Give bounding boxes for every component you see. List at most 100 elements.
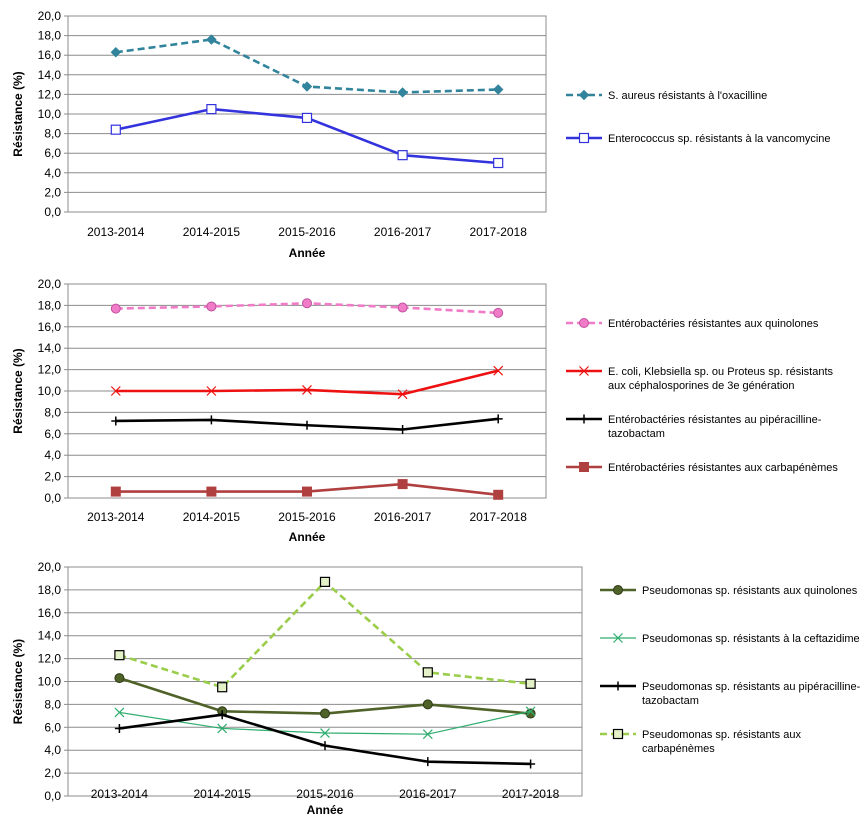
legend-label: aux céphalosporines de 3e génération xyxy=(608,380,795,392)
data-point xyxy=(301,81,313,92)
data-point xyxy=(110,486,121,497)
data-point xyxy=(110,124,121,135)
data-point xyxy=(493,489,504,500)
data-point xyxy=(422,699,433,710)
legend-label: Entérobactéries résistantes aux quinolon… xyxy=(608,318,819,330)
chart-3: 0,0 2,0 4,0 6,0 8,0 10,0 12,0 14,0 16,0 18,0 20,0 2… xyxy=(11,560,861,817)
data-point xyxy=(525,706,536,717)
legend-entry-1: Entérobactéries résistantes aux quinolon… xyxy=(566,318,819,330)
legend-swatch-marker xyxy=(579,462,589,472)
y-tick-label: 14,0 xyxy=(38,68,62,82)
legend-label: Enterococcus sp. résistants à la vancomy… xyxy=(608,133,831,145)
x-tick-label: 2017-2018 xyxy=(470,510,528,524)
data-point xyxy=(422,729,433,740)
y-axis-title: Résistance (%) xyxy=(11,639,25,724)
y-tick-label: 12,0 xyxy=(38,363,62,377)
y-tick-label: 6,0 xyxy=(44,146,61,160)
data-point xyxy=(110,386,121,396)
y-tick-label: 18,0 xyxy=(38,298,62,312)
y-tick-label: 4,0 xyxy=(44,448,61,462)
x-tick-label: 2015-2016 xyxy=(296,787,354,801)
data-point xyxy=(397,150,408,161)
legend-entry-4: Entérobactéries résistantes aux carbapén… xyxy=(566,462,838,474)
x-tick-label: 2014-2015 xyxy=(183,510,241,524)
x-tick-label: 2016-2017 xyxy=(399,787,457,801)
legend-entry-3: Entérobactéries résistantes au pipéracil… xyxy=(566,414,822,440)
data-point xyxy=(114,723,124,733)
data-point xyxy=(302,486,312,497)
legend-label: tazobactam xyxy=(642,695,699,707)
x-tick-label: 2017-2018 xyxy=(470,225,528,239)
data-point xyxy=(111,416,121,426)
data-point xyxy=(397,302,408,313)
legend-entry-1: S. aureus résistants à l'oxacilline xyxy=(566,89,767,102)
series-4 xyxy=(114,576,536,693)
data-point xyxy=(114,707,125,718)
series-1 xyxy=(114,673,536,719)
legend-entry-4: Pseudomonas sp. résistants aux carbapénèm… xyxy=(600,728,801,755)
data-point xyxy=(302,298,312,309)
y-tick-label: 2,0 xyxy=(44,766,61,780)
y-tick-label: 10,0 xyxy=(38,675,62,689)
series-2 xyxy=(110,365,504,400)
legend-label: Pseudomonas sp. résistants au pipéracill… xyxy=(642,681,861,693)
x-tick-label: 2013-2014 xyxy=(87,225,145,239)
data-point xyxy=(206,386,217,396)
data-point xyxy=(397,389,408,400)
data-point xyxy=(398,425,408,435)
y-tick-label: 16,0 xyxy=(38,606,62,620)
y-tick-label: 18,0 xyxy=(38,29,62,43)
data-point xyxy=(525,678,536,689)
y-tick-label: 4,0 xyxy=(44,743,61,757)
data-point xyxy=(110,47,122,58)
data-point xyxy=(206,301,217,312)
legend-swatch-marker xyxy=(579,414,589,424)
data-point xyxy=(492,84,504,95)
y-tick-label: 14,0 xyxy=(38,629,62,643)
series-1 xyxy=(110,298,504,318)
y-tick-label: 0,0 xyxy=(44,491,61,505)
x-tick-label: 2014-2015 xyxy=(194,787,252,801)
legend-label: Entérobactéries résistantes au pipéracil… xyxy=(608,414,822,426)
legend-swatch-marker xyxy=(579,318,589,328)
data-point xyxy=(423,757,433,767)
data-point xyxy=(110,303,121,314)
data-point xyxy=(422,667,433,678)
y-tick-label: 20,0 xyxy=(38,9,62,23)
x-tick-label: 2013-2014 xyxy=(87,510,145,524)
y-tick-label: 16,0 xyxy=(38,48,62,62)
y-tick-label: 14,0 xyxy=(38,341,62,355)
y-tick-label: 0,0 xyxy=(44,205,61,219)
series-line xyxy=(119,676,531,715)
x-tick-label: 2015-2016 xyxy=(278,510,336,524)
series-2 xyxy=(110,103,504,169)
y-tick-label: 16,0 xyxy=(38,320,62,334)
y-tick-label: 4,0 xyxy=(44,166,61,180)
data-point xyxy=(114,673,125,684)
y-tick-label: 12,0 xyxy=(38,652,62,666)
data-point xyxy=(302,385,312,395)
y-tick-label: 20,0 xyxy=(38,560,62,574)
data-point xyxy=(525,708,536,719)
y-axis-title: Résistance (%) xyxy=(11,348,25,433)
legend-label: S. aureus résistants à l'oxacilline xyxy=(608,90,767,102)
legend-label: Pseudomonas sp. résistants aux xyxy=(642,729,801,741)
x-tick-label: 2017-2018 xyxy=(502,787,560,801)
data-point xyxy=(320,728,330,738)
data-point xyxy=(114,650,125,661)
legend-entry-2: E. coli, Klebsiella sp. ou Proteus sp. r… xyxy=(566,366,833,392)
x-tick-label: 2016-2017 xyxy=(374,510,432,524)
y-tick-label: 8,0 xyxy=(44,697,61,711)
legend-label: carbapénèmes xyxy=(642,743,715,755)
legend-entry-3: Pseudomonas sp. résistants au pipéracill… xyxy=(600,681,861,707)
data-point xyxy=(206,34,217,45)
y-tick-label: 6,0 xyxy=(44,720,61,734)
data-point xyxy=(302,420,312,430)
data-point xyxy=(320,741,330,751)
x-axis-title: Année xyxy=(289,246,326,260)
data-point xyxy=(206,486,217,497)
y-tick-label: 18,0 xyxy=(38,583,62,597)
y-axis-title: Résistance (%) xyxy=(11,71,25,156)
data-point xyxy=(493,157,504,169)
